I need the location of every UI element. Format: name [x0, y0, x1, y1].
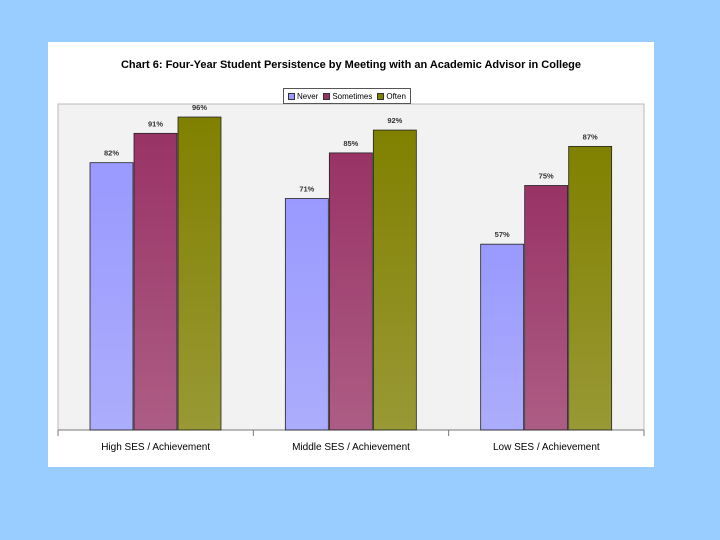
legend-label-sometimes: Sometimes	[332, 91, 373, 101]
bar-sometimes-low-ses-achievement	[524, 185, 569, 431]
bar-often-high-ses-achievement	[177, 116, 222, 431]
data-label-never-low-ses-achievement: 57%	[495, 230, 510, 239]
chart-card: 82% 91% 96% High SES / Achievement 71% 85% 92%…	[48, 42, 654, 467]
legend-item-sometimes: Sometimes	[323, 92, 372, 101]
legend-swatch-never	[288, 92, 295, 100]
x-tick-label-middle-ses-achievement: Middle SES / Achievement	[292, 442, 410, 453]
legend-swatch-often	[377, 92, 385, 100]
data-label-often-middle-ses-achievement: 92%	[387, 116, 402, 125]
data-label-never-high-ses-achievement: 82%	[104, 149, 119, 158]
legend-item-often: Often	[377, 92, 406, 101]
bar-sometimes-middle-ses-achievement	[328, 152, 373, 431]
legend: Never Sometimes Often	[283, 88, 411, 104]
chart-title: Chart 6: Four-Year Student Persistence b…	[120, 59, 582, 71]
bar-never-high-ses-achievement	[89, 162, 134, 431]
data-label-often-high-ses-achievement: 96%	[192, 103, 207, 112]
data-label-never-middle-ses-achievement: 71%	[299, 185, 314, 194]
legend-label-often: Often	[386, 91, 406, 101]
chart-plot: 82% 91% 96% High SES / Achievement 71% 85% 92%…	[57, 103, 645, 453]
bar-never-low-ses-achievement	[480, 243, 525, 431]
data-label-sometimes-high-ses-achievement: 91%	[148, 119, 163, 128]
data-label-often-low-ses-achievement: 87%	[583, 132, 598, 141]
bar-often-middle-ses-achievement	[372, 129, 417, 431]
legend-label-never: Never	[297, 91, 319, 101]
legend-item-never: Never	[288, 92, 318, 101]
bar-never-middle-ses-achievement	[284, 198, 329, 431]
data-label-sometimes-middle-ses-achievement: 85%	[343, 139, 358, 148]
bar-sometimes-high-ses-achievement	[133, 132, 178, 431]
x-tick-label-low-ses-achievement: Low SES / Achievement	[493, 442, 600, 453]
x-tick-label-high-ses-achievement: High SES / Achievement	[101, 442, 210, 453]
bar-often-low-ses-achievement	[568, 145, 613, 431]
legend-swatch-sometimes	[323, 92, 331, 100]
data-label-sometimes-low-ses-achievement: 75%	[539, 172, 554, 181]
